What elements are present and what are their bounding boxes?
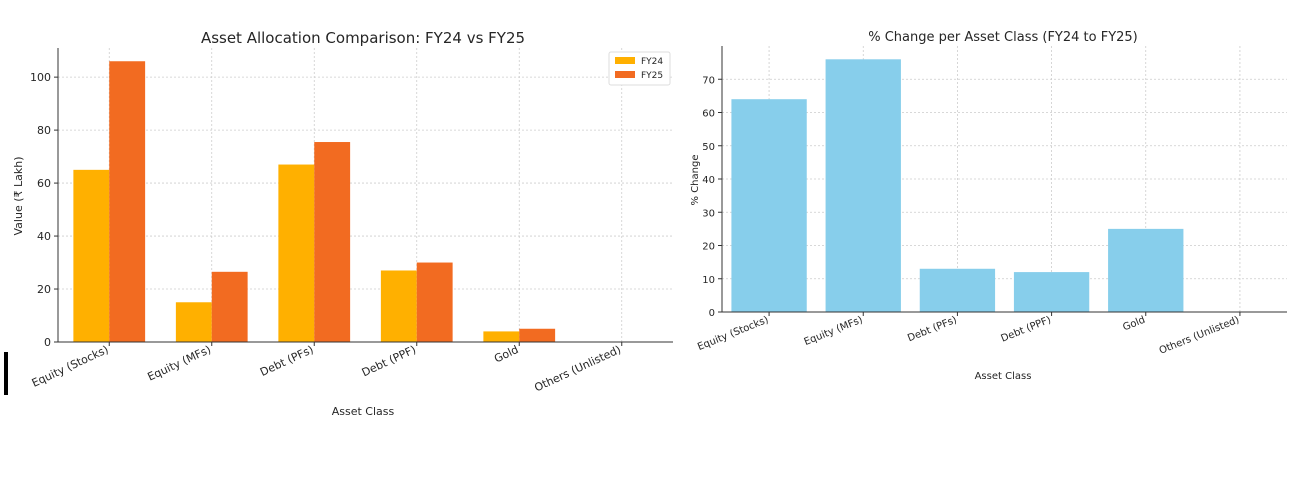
y-tick-label: 70 — [702, 75, 715, 86]
bar-series0-4 — [1108, 228, 1184, 312]
bar-fy24-0 — [73, 169, 110, 342]
y-tick-label: 60 — [702, 109, 715, 120]
x-tick-label: Debt (PFs) — [258, 343, 315, 379]
bar-fy25-3 — [416, 262, 453, 342]
bar-series0-3 — [1013, 272, 1090, 312]
bar-fy25-2 — [314, 142, 351, 342]
bar-series0-0 — [731, 99, 807, 312]
bar-fy25-4 — [519, 328, 556, 342]
x-tick-label: Debt (PFs) — [906, 315, 959, 345]
bar-fy24-2 — [278, 164, 315, 342]
bars — [73, 61, 556, 342]
x-tick-label: Equity (Stocks) — [30, 343, 111, 390]
left-edge-marker — [4, 352, 8, 395]
x-tick-label: Others (Unlisted) — [532, 343, 623, 395]
x-tick-label: Gold — [492, 343, 520, 365]
x-axis-label: Asset Class — [975, 371, 1032, 382]
legend-label-fy25: FY25 — [641, 71, 663, 81]
x-ticks: Equity (Stocks) Equity (MFs) Debt (PFs) Deb… — [30, 342, 623, 394]
x-tick-label: Equity (MFs) — [146, 343, 214, 384]
bar-fy24-4 — [483, 331, 520, 342]
y-tick-label: 10 — [702, 275, 715, 286]
y-ticks: 0 20 40 60 80 100 — [30, 71, 58, 349]
asset-allocation-chart: 0 20 40 60 80 100 Equity (Stocks) Equity (MFs)… — [12, 29, 673, 418]
bars — [731, 59, 1184, 312]
y-tick-label: 50 — [702, 142, 715, 153]
y-tick-label: 40 — [37, 230, 51, 243]
y-tick-label: 40 — [702, 175, 715, 186]
bar-fy24-3 — [380, 270, 417, 342]
y-tick-label: 30 — [702, 208, 715, 219]
legend: FY24 FY25 — [608, 51, 671, 86]
bar-series0-2 — [919, 268, 996, 312]
chart-title: % Change per Asset Class (FY24 to FY25) — [868, 30, 1138, 45]
percent-change-chart: 0 10 20 30 40 50 60 70 Equity (Stocks) Equity (M… — [690, 30, 1287, 382]
x-tick-label: Debt (PPF) — [360, 343, 418, 379]
x-ticks: Equity (Stocks) Equity (MFs) Debt (PFs) Deb… — [696, 312, 1241, 357]
y-tick-label: 20 — [37, 283, 51, 296]
legend-label-fy24: FY24 — [641, 57, 663, 67]
y-tick-label: 60 — [37, 177, 51, 190]
x-tick-label: Debt (PPF) — [1000, 315, 1053, 345]
x-tick-label: Equity (MFs) — [803, 315, 865, 349]
y-tick-label: 100 — [30, 71, 51, 84]
legend-swatch-fy24 — [615, 57, 635, 64]
x-tick-label: Others (Unlisted) — [1158, 315, 1241, 357]
axes — [57, 48, 673, 343]
grid — [58, 48, 673, 342]
x-tick-label: Equity (Stocks) — [696, 315, 770, 354]
bar-fy25-1 — [211, 271, 248, 342]
y-axis-label: % Change — [690, 155, 701, 206]
y-axis-label: Value (₹ Lakh) — [12, 157, 25, 236]
legend-swatch-fy25 — [615, 71, 635, 78]
chart-title: Asset Allocation Comparison: FY24 vs FY2… — [201, 29, 525, 47]
bar-fy25-0 — [109, 61, 146, 342]
bar-series0-1 — [825, 59, 901, 312]
x-tick-label: Gold — [1121, 315, 1146, 334]
bar-fy24-1 — [175, 302, 212, 342]
x-axis-label: Asset Class — [332, 405, 395, 418]
y-tick-label: 80 — [37, 124, 51, 137]
y-ticks: 0 10 20 30 40 50 60 70 — [702, 75, 722, 319]
y-tick-label: 0 — [44, 336, 51, 349]
y-tick-label: 0 — [709, 308, 715, 319]
y-tick-label: 20 — [702, 242, 715, 253]
